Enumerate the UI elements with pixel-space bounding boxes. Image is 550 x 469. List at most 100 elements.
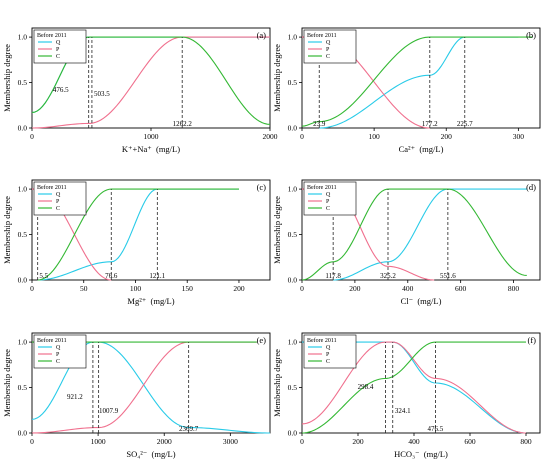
legend-label: Q <box>56 345 61 351</box>
legend-label: C <box>56 359 60 365</box>
y-axis-label: Membership degree <box>2 196 12 264</box>
x-tick-label: 200 <box>349 284 361 293</box>
value-annotation: 1007.9 <box>99 407 119 415</box>
legend-box <box>303 181 357 216</box>
x-tick-label: 300 <box>513 132 525 141</box>
legend-title: Before 2011 <box>307 32 337 39</box>
x-tick-label: 200 <box>441 132 453 141</box>
plot-frame <box>301 179 541 281</box>
y-tick-label: 0.0 <box>18 124 28 133</box>
panel-b: 23.9 177.2 225.7 0 100 200 300 0.0 0.5 1.0 Ca²⁺ (m… <box>272 27 541 154</box>
y-tick-label: 1.0 <box>288 185 298 194</box>
value-annotation: 325.2 <box>380 272 396 280</box>
x-tick-label: 0 <box>30 437 34 446</box>
x-tick-label: 3000 <box>223 437 238 446</box>
value-annotation: 121.1 <box>149 272 165 280</box>
legend-box <box>33 334 87 369</box>
legend-label: C <box>56 54 60 60</box>
legend-title: Before 2011 <box>37 32 67 39</box>
x-tick-label: 100 <box>130 284 142 293</box>
x-axis-label: SO₄²⁻ (mg/L) <box>126 449 175 459</box>
x-axis-label: HCO₃⁻ (mg/L) <box>394 449 448 459</box>
value-annotation: 503.5 <box>94 90 110 98</box>
value-annotation: 298.4 <box>358 383 374 391</box>
legend-label: Q <box>326 40 331 46</box>
series-line-C <box>301 36 533 127</box>
y-tick-label: 0.0 <box>18 276 28 285</box>
value-annotation: 476.5 <box>428 425 444 433</box>
y-tick-label: 0.0 <box>288 124 298 133</box>
panel-label: (b) <box>526 30 536 40</box>
value-annotation: 177.2 <box>422 120 438 128</box>
x-tick-label: 2000 <box>263 132 278 141</box>
panel-d: 117.8 325.2 551.6 0 200 400 600 800 0.0 0.5 1.0 Cl⁻… <box>272 179 541 306</box>
legend-label: Q <box>326 192 331 198</box>
legend-label: P <box>56 199 60 205</box>
panel-label: (e) <box>257 335 267 345</box>
panel-label: (f) <box>528 335 537 345</box>
y-tick-label: 0.5 <box>18 78 28 87</box>
x-tick-label: 200 <box>352 437 364 446</box>
series-line-P <box>301 341 527 434</box>
value-annotation: 117.8 <box>325 272 341 280</box>
y-tick-label: 0.0 <box>18 429 28 438</box>
legend-title: Before 2011 <box>37 337 67 344</box>
legend-title: Before 2011 <box>307 184 337 191</box>
value-annotation: 76.6 <box>105 272 118 280</box>
legend-label: P <box>56 352 60 358</box>
x-axis-label: Ca²⁺ (mg/L) <box>399 144 444 154</box>
panel-label: (c) <box>257 182 267 192</box>
x-tick-label: 400 <box>408 437 420 446</box>
y-tick-label: 1.0 <box>18 338 28 347</box>
y-axis-label: Membership degree <box>272 349 282 417</box>
legend-label: C <box>326 206 330 212</box>
legend-label: P <box>326 352 330 358</box>
legend-title: Before 2011 <box>307 337 337 344</box>
value-annotation: 476.5 <box>53 86 69 94</box>
y-tick-label: 0.5 <box>288 383 298 392</box>
panel-f: 298.4 324.1 476.5 0 200 400 600 800 0.0 0.5 1.0 HCO… <box>272 332 541 459</box>
value-annotation: 225.7 <box>457 120 473 128</box>
value-annotation: 2369.7 <box>179 425 199 433</box>
legend-label: C <box>326 54 330 60</box>
y-tick-label: 0.5 <box>18 383 28 392</box>
x-tick-label: 0 <box>300 437 304 446</box>
value-annotation: 5.5 <box>39 272 48 280</box>
plot-frame <box>301 332 541 434</box>
legend-label: C <box>326 359 330 365</box>
y-tick-label: 1.0 <box>288 33 298 42</box>
value-annotation: 921.2 <box>67 393 83 401</box>
value-annotation: 551.6 <box>440 272 456 280</box>
legend-label: P <box>326 47 330 53</box>
x-tick-label: 100 <box>368 132 380 141</box>
x-tick-label: 150 <box>182 284 194 293</box>
x-tick-label: 0 <box>300 284 304 293</box>
series-line-Q <box>333 188 527 281</box>
series-line-P <box>31 36 270 129</box>
x-tick-label: 0 <box>30 284 34 293</box>
y-tick-label: 0.5 <box>288 78 298 87</box>
value-annotation: 23.9 <box>313 120 326 128</box>
x-tick-label: 800 <box>508 284 520 293</box>
legend-box <box>303 334 357 369</box>
plot-frame <box>31 179 271 281</box>
y-tick-label: 0.0 <box>288 429 298 438</box>
plot-frame <box>301 27 541 129</box>
x-axis-label: Cl⁻ (mg/L) <box>401 296 442 306</box>
legend-title: Before 2011 <box>37 184 67 191</box>
y-tick-label: 1.0 <box>288 338 298 347</box>
y-axis-label: Membership degree <box>2 349 12 417</box>
y-axis-label: Membership degree <box>272 196 282 264</box>
panel-a: 476.5 503.5 1262.2 0 1000 2000 0.0 0.5 1.0 K⁺+Na⁺… <box>2 27 278 154</box>
plot-frame <box>31 332 271 434</box>
y-tick-label: 1.0 <box>18 33 28 42</box>
x-tick-label: 800 <box>520 437 532 446</box>
legend-label: C <box>56 206 60 212</box>
